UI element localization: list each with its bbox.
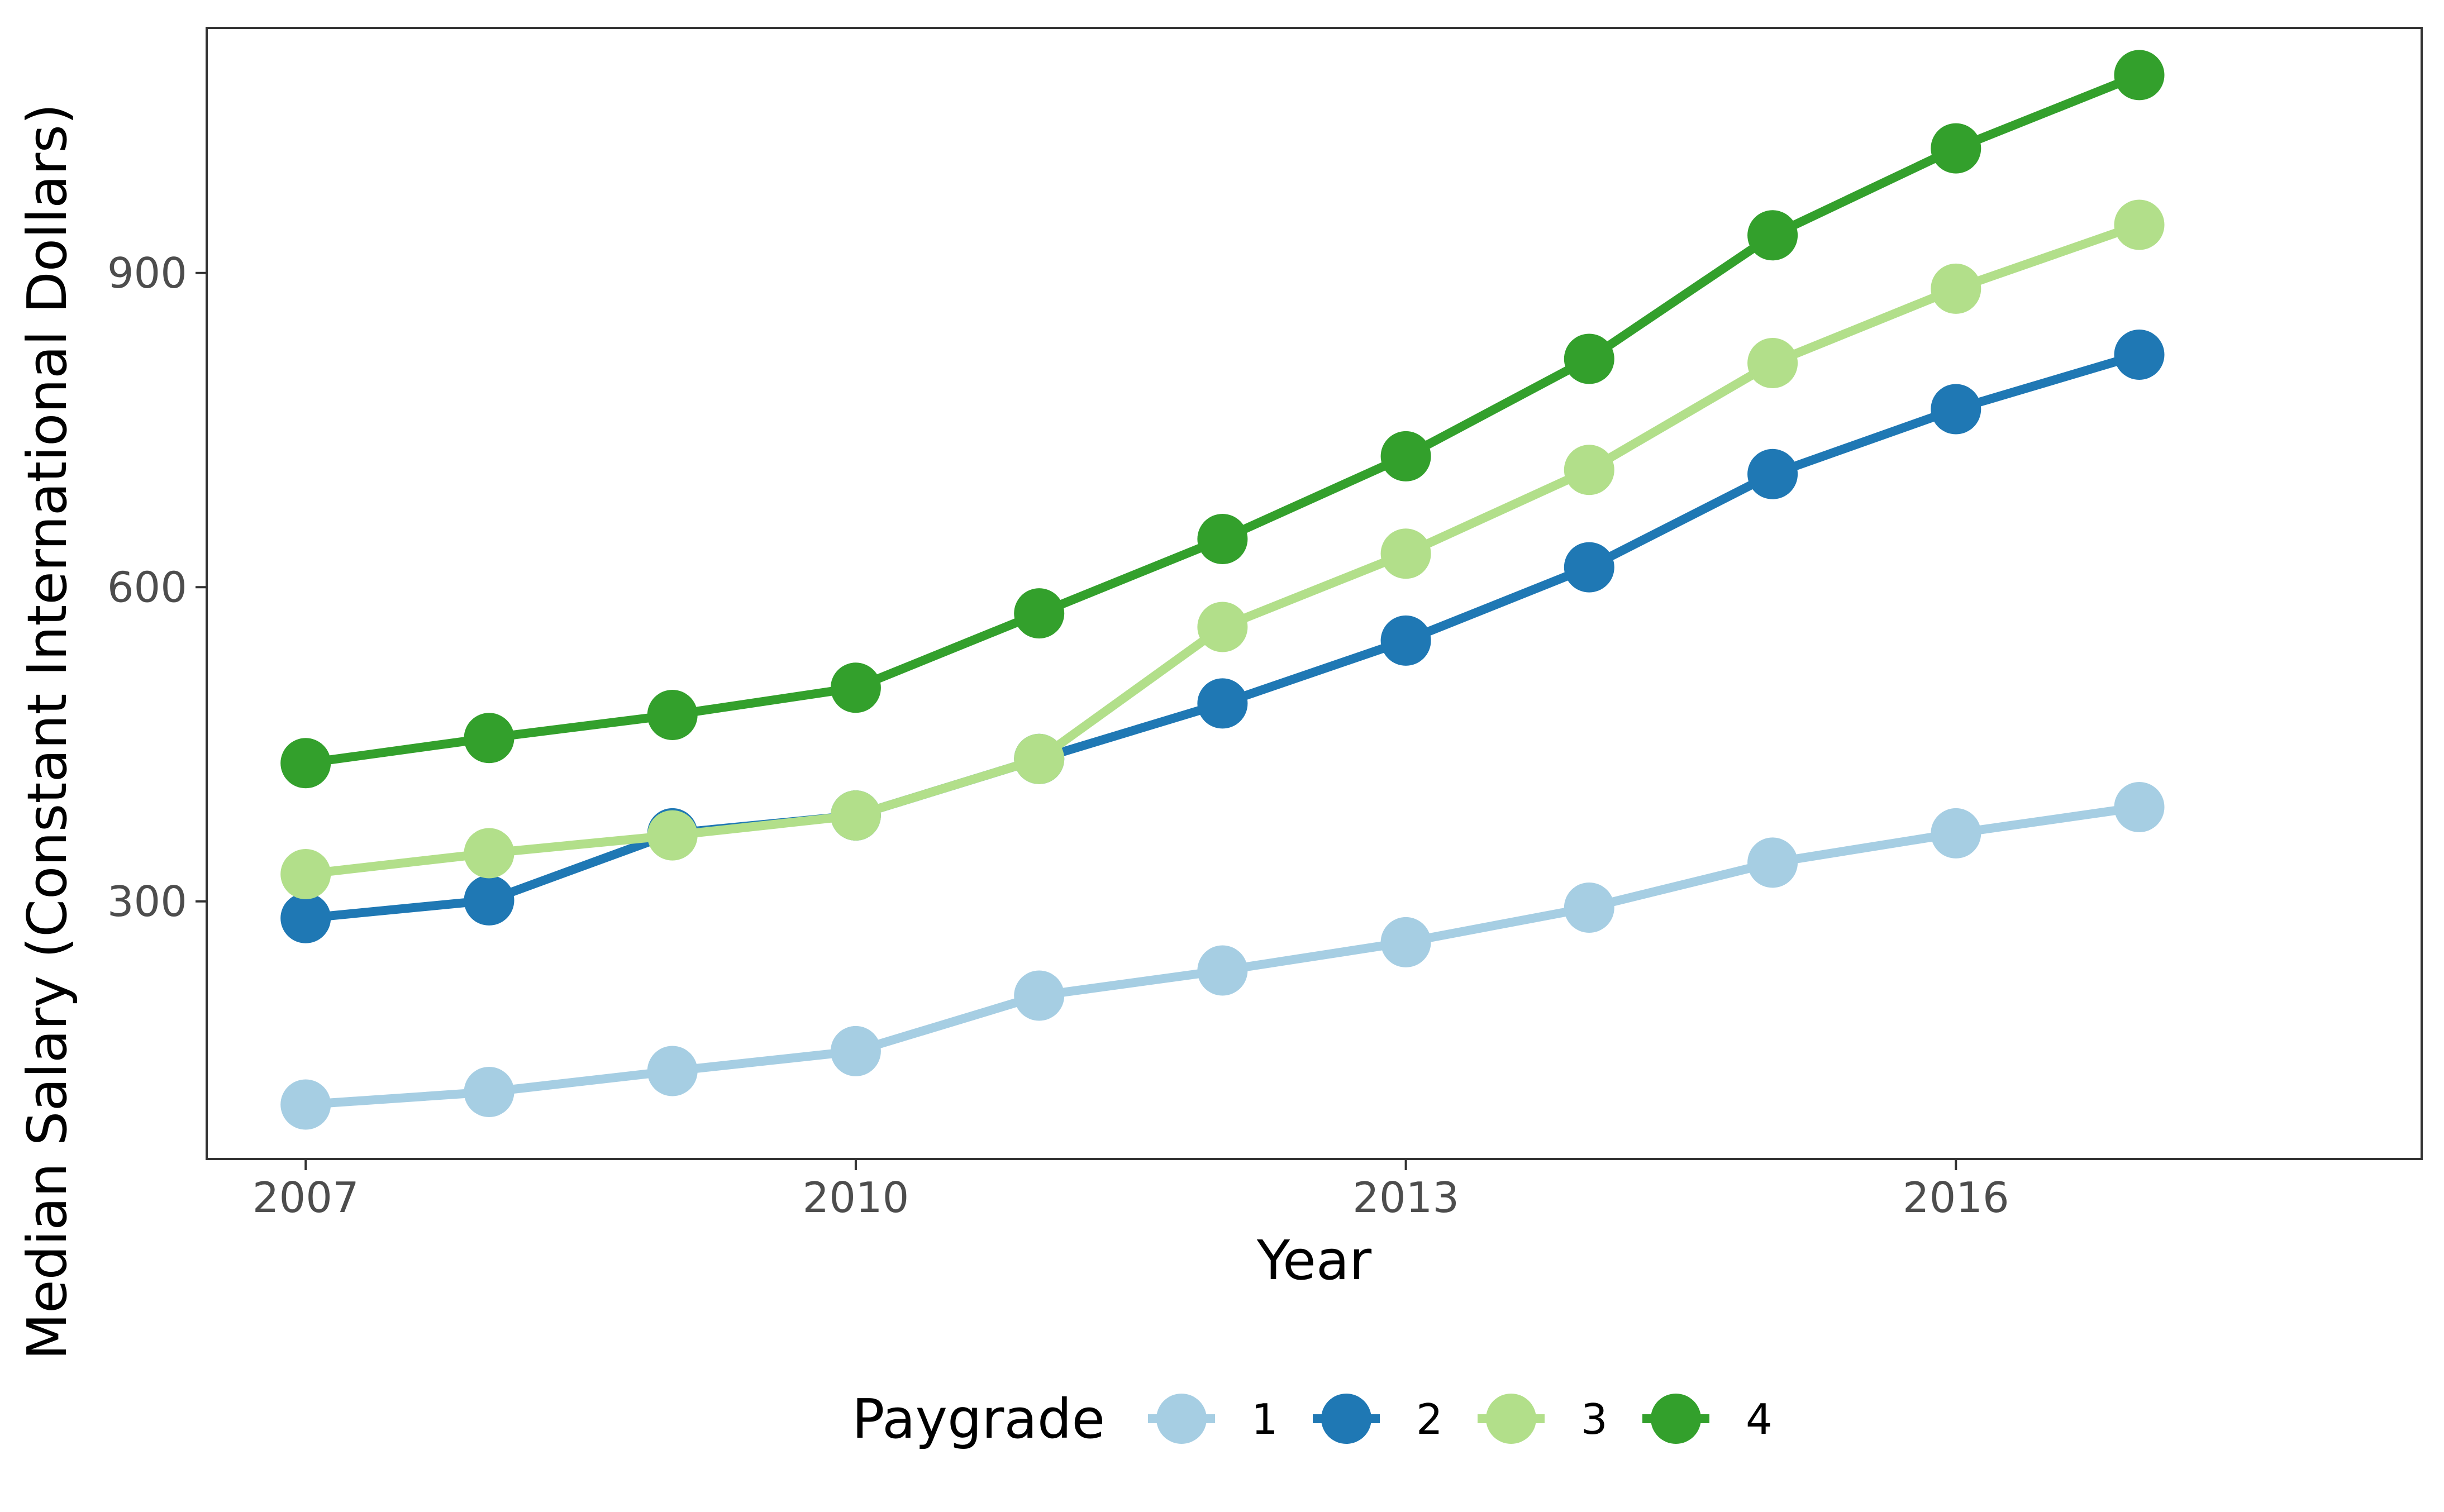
data-point-3-2016 bbox=[1931, 263, 1981, 314]
x-tick-label: 2010 bbox=[802, 1173, 909, 1222]
legend-item-4: 4 bbox=[1642, 1394, 1773, 1444]
data-point-1-2009 bbox=[647, 1046, 698, 1096]
legend-title: Paygrade bbox=[852, 1387, 1105, 1451]
y-tick-label: 600 bbox=[107, 562, 187, 612]
x-tick-label: 2016 bbox=[1903, 1173, 2009, 1222]
data-point-3-2012 bbox=[1197, 602, 1248, 652]
data-point-3-2011 bbox=[1014, 733, 1065, 784]
data-point-1-2011 bbox=[1014, 970, 1065, 1021]
data-point-1-2017 bbox=[2114, 782, 2165, 832]
data-point-3-2013 bbox=[1380, 528, 1431, 579]
legend-label: 2 bbox=[1416, 1395, 1443, 1444]
legend-label: 1 bbox=[1251, 1395, 1278, 1444]
data-point-2-2008 bbox=[464, 875, 514, 926]
data-point-3-2008 bbox=[464, 828, 514, 879]
y-tick-label: 900 bbox=[107, 249, 187, 298]
legend-key-point bbox=[1486, 1394, 1536, 1444]
data-point-2-2015 bbox=[1747, 449, 1798, 499]
data-point-4-2011 bbox=[1014, 588, 1065, 639]
series-4 bbox=[280, 50, 2165, 789]
legend-item-1: 1 bbox=[1148, 1394, 1278, 1444]
data-point-2-2016 bbox=[1931, 384, 1981, 435]
data-point-3-2009 bbox=[647, 810, 698, 861]
data-point-3-2014 bbox=[1564, 445, 1614, 495]
x-axis-title: Year bbox=[1256, 1229, 1371, 1292]
data-point-4-2012 bbox=[1197, 514, 1248, 564]
plot-border bbox=[206, 27, 2423, 1160]
legend-item-3: 3 bbox=[1478, 1394, 1608, 1444]
series-3 bbox=[280, 199, 2165, 899]
data-point-1-2007 bbox=[280, 1079, 331, 1130]
data-point-4-2016 bbox=[1931, 123, 1981, 174]
data-point-4-2007 bbox=[280, 738, 331, 789]
y-axis-title: Median Salary (Constant International Do… bbox=[16, 103, 79, 1360]
data-point-1-2013 bbox=[1380, 917, 1431, 967]
data-point-4-2009 bbox=[647, 690, 698, 740]
data-point-3-2017 bbox=[2114, 199, 2165, 250]
data-point-4-2010 bbox=[830, 662, 881, 713]
data-point-4-2008 bbox=[464, 713, 514, 764]
data-point-4-2014 bbox=[1564, 333, 1614, 384]
data-point-1-2012 bbox=[1197, 945, 1248, 996]
data-point-4-2013 bbox=[1380, 431, 1431, 481]
x-tick-label: 2007 bbox=[253, 1173, 359, 1222]
legend-key-point bbox=[1651, 1394, 1701, 1444]
data-point-2-2017 bbox=[2114, 330, 2165, 380]
data-point-2-2014 bbox=[1564, 542, 1614, 593]
data-point-1-2010 bbox=[830, 1026, 881, 1076]
data-point-1-2008 bbox=[464, 1067, 514, 1117]
legend-key-point bbox=[1321, 1394, 1371, 1444]
y-tick-label: 300 bbox=[107, 877, 187, 926]
legend-label: 3 bbox=[1581, 1395, 1608, 1444]
data-point-2-2012 bbox=[1197, 678, 1248, 729]
legend-label: 4 bbox=[1746, 1395, 1773, 1444]
data-point-4-2015 bbox=[1747, 210, 1798, 261]
series-1 bbox=[280, 782, 2165, 1130]
data-point-3-2015 bbox=[1747, 338, 1798, 388]
legend-key-point bbox=[1156, 1394, 1207, 1444]
data-point-1-2016 bbox=[1931, 808, 1981, 858]
data-point-1-2014 bbox=[1564, 883, 1614, 933]
data-point-3-2010 bbox=[830, 790, 881, 841]
legend-item-2: 2 bbox=[1313, 1394, 1443, 1444]
data-point-1-2015 bbox=[1747, 837, 1798, 888]
data-point-2-2007 bbox=[280, 893, 331, 943]
data-point-3-2007 bbox=[280, 849, 331, 899]
data-point-2-2013 bbox=[1380, 615, 1431, 666]
x-tick-label: 2013 bbox=[1352, 1173, 1459, 1222]
data-point-4-2017 bbox=[2114, 50, 2165, 101]
